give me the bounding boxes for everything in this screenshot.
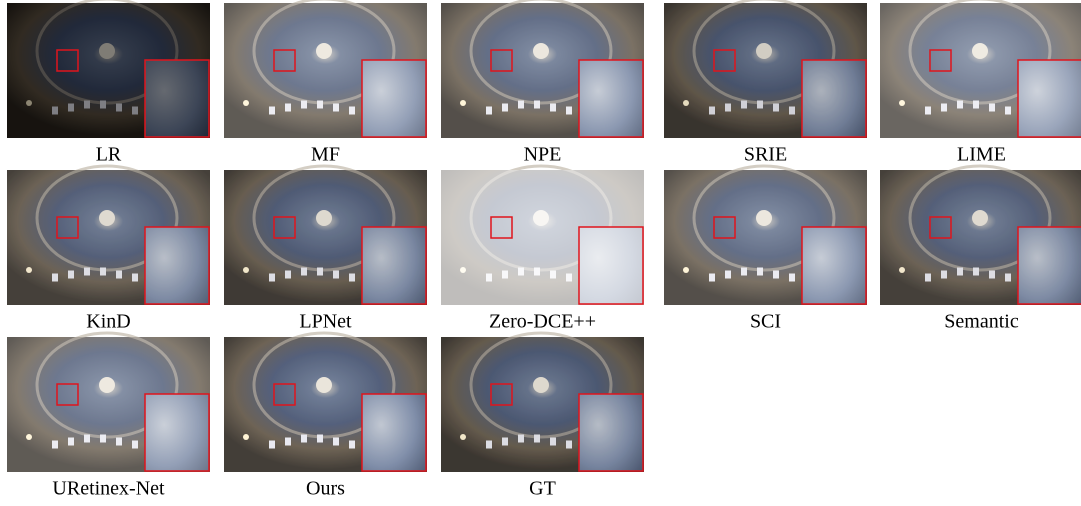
darken	[224, 170, 427, 305]
caption: Ours	[306, 478, 345, 500]
caption: KinD	[86, 311, 130, 333]
caption: GT	[529, 478, 556, 500]
panel: MF	[224, 0, 427, 166]
caption: LPNet	[299, 311, 352, 333]
panel: GT	[441, 333, 644, 500]
darken	[664, 3, 867, 138]
panel: Zero-DCE++	[441, 166, 644, 333]
panel: Semantic	[880, 166, 1081, 333]
panel: LR	[7, 0, 210, 166]
caption: SCI	[750, 311, 781, 333]
panel: LPNet	[224, 166, 427, 333]
caption: Zero-DCE++	[489, 311, 596, 333]
darken	[7, 3, 210, 138]
darken	[880, 170, 1081, 305]
panel: SRIE	[664, 0, 867, 166]
caption: Semantic	[944, 311, 1019, 333]
caption: URetinex-Net	[52, 478, 165, 500]
panel: URetinex-Net	[7, 333, 210, 500]
caption: LR	[96, 144, 122, 166]
panel: Ours	[224, 333, 427, 500]
darken	[441, 337, 644, 472]
caption: MF	[311, 144, 340, 166]
darken	[7, 170, 210, 305]
figure: LR MF NPE SRIE LIME KinD LPNet Zero-DCE++ SCI Sem…	[0, 0, 1081, 506]
panel: NPE	[441, 0, 644, 166]
panel: KinD	[7, 166, 210, 333]
panel: LIME	[880, 0, 1081, 166]
caption: NPE	[524, 144, 562, 166]
panel: SCI	[664, 166, 867, 333]
caption: SRIE	[744, 144, 787, 166]
caption: LIME	[957, 144, 1006, 166]
